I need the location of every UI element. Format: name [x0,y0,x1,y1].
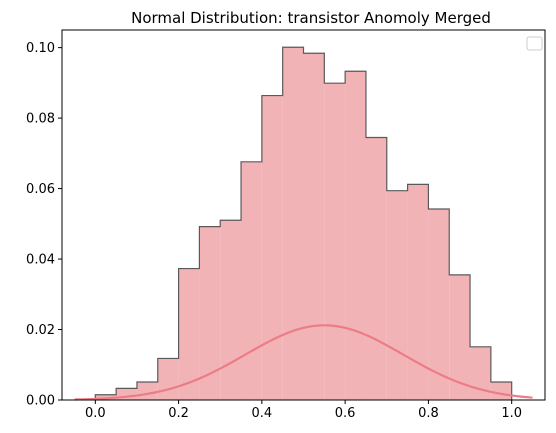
histogram-bar [282,47,304,401]
y-axis: 0.00 0.02 0.04 0.06 0.08 0.10 [26,41,62,409]
y-tick-label: 0.00 [26,394,55,409]
histogram-bar [136,382,158,400]
x-tick-label: 0.6 [335,406,356,421]
x-tick-label: 0.4 [252,406,273,421]
y-tick-label: 0.08 [26,112,55,127]
y-tick-label: 0.06 [26,182,55,197]
histogram-bar [324,83,346,400]
histogram-outline [94,46,513,400]
x-axis: 0.0 0.2 0.4 0.6 0.8 1.0 [85,400,522,421]
axes-frame [61,29,546,401]
histogram-bar [261,95,283,401]
histogram-bar [470,346,491,400]
histogram-bar [199,226,221,400]
histogram-bar [345,71,366,400]
chart-title: Normal Distribution: transistor Anomoly … [131,9,491,27]
legend-box [526,36,543,51]
y-tick-label: 0.04 [26,253,55,268]
histogram-bar [407,184,429,400]
histogram-bar [116,388,137,400]
histogram-bar [303,53,325,400]
histogram-bar [157,358,179,400]
y-tick-label: 0.10 [26,41,55,56]
histogram-bar [220,220,242,400]
x-tick-label: 0.0 [85,406,106,421]
histogram-bar [178,268,200,400]
plot-area [74,46,533,401]
x-tick-label: 0.2 [168,406,189,421]
histogram-bar [241,161,262,400]
x-tick-label: 0.8 [418,406,439,421]
histogram-bar [365,137,387,400]
histogram-bar [490,382,512,400]
y-tick-label: 0.02 [26,323,55,338]
histogram-bar [449,274,471,400]
normal-curve [74,324,533,401]
x-tick-label: 1.0 [501,406,522,421]
histogram-bar [386,190,408,400]
histogram-bar [428,209,450,400]
